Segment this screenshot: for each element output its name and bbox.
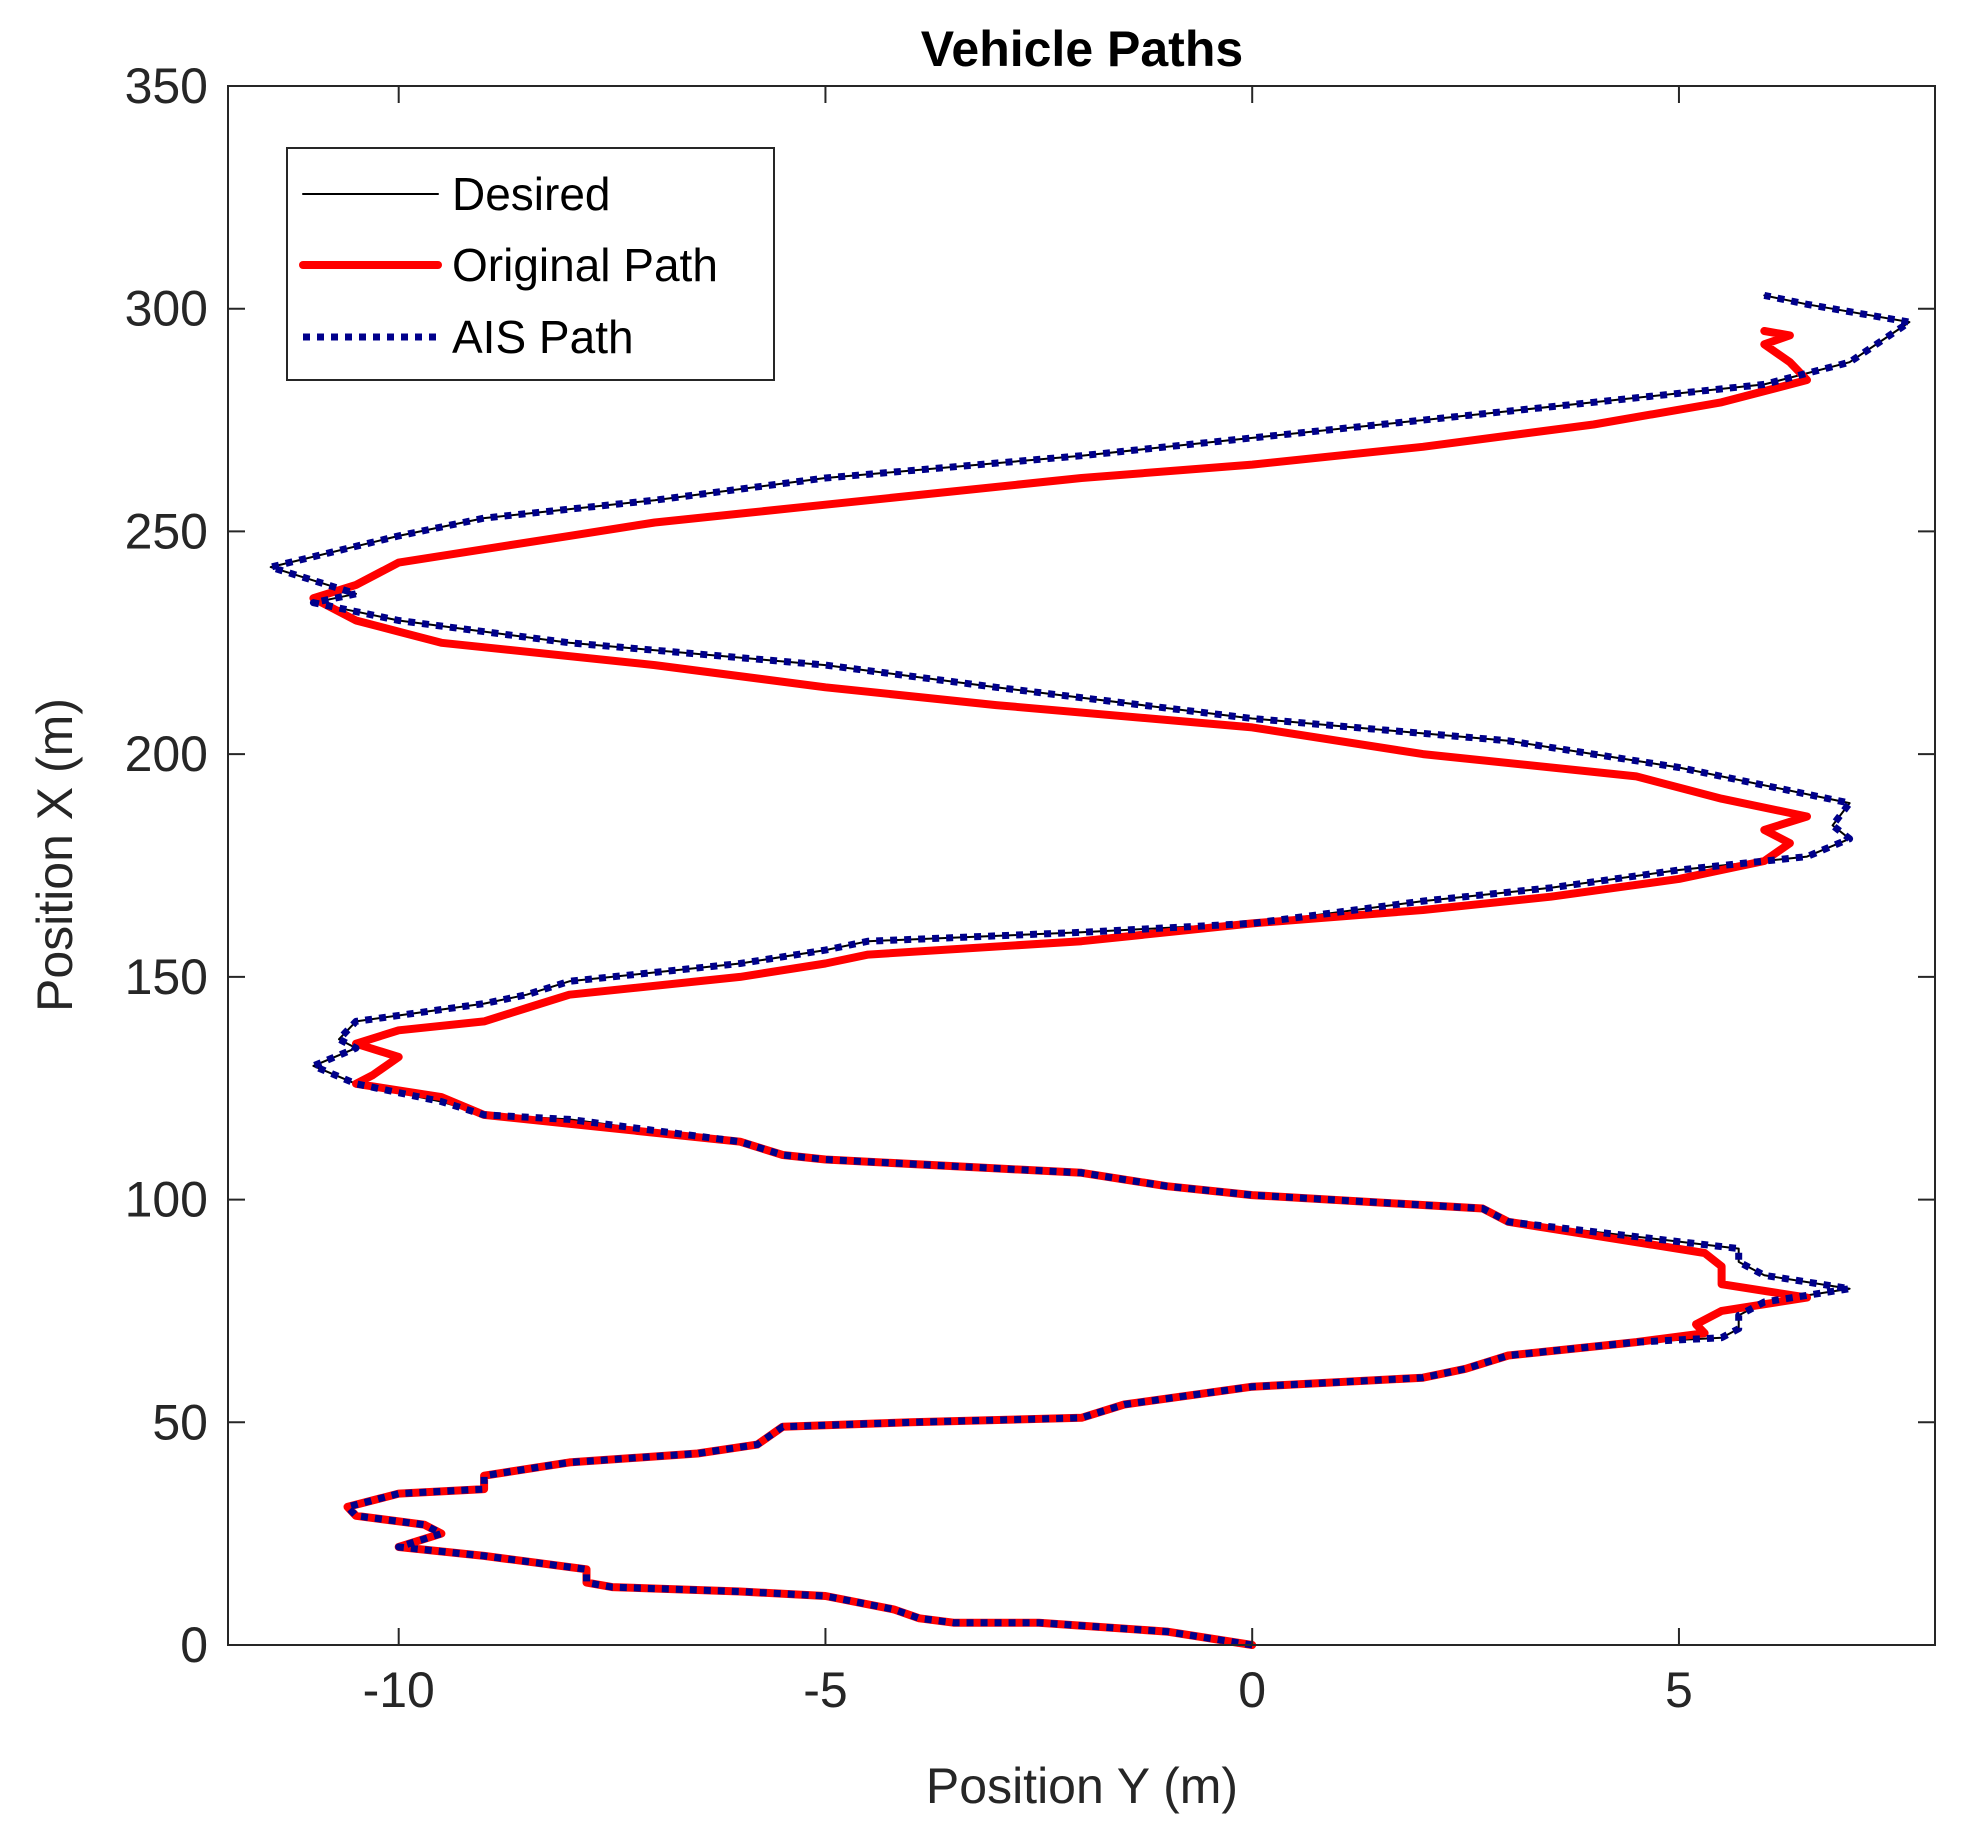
legend-label-desired: Desired [452,168,611,220]
x-tick-label: -5 [803,1662,847,1718]
y-tick-label: 350 [125,58,208,114]
y-axis-label: Position X (m) [27,698,83,1012]
chart-title: Vehicle Paths [921,21,1243,77]
y-tick-label: 200 [125,726,208,782]
y-tick-label: 300 [125,281,208,337]
legend: Desired Original Path AIS Path [286,147,775,381]
y-tick-label: 0 [180,1617,208,1673]
x-tick-label: 0 [1238,1662,1266,1718]
x-tick-label: 5 [1665,1662,1693,1718]
x-tick-label: -10 [363,1662,435,1718]
y-tick-label: 50 [152,1394,208,1450]
series-line-ais-path [267,291,1913,1649]
y-tick-label: 150 [125,949,208,1005]
y-tick-label: 250 [125,503,208,559]
x-axis-label: Position Y (m) [926,1758,1238,1814]
legend-box [286,147,775,381]
plot-area [267,291,1913,1649]
series-line-original-path [309,327,1811,1649]
axes-frame [227,85,1936,1646]
legend-label-ais-path: AIS Path [452,311,634,363]
legend-label-original-path: Original Path [452,239,718,291]
y-tick-label: 100 [125,1172,208,1228]
